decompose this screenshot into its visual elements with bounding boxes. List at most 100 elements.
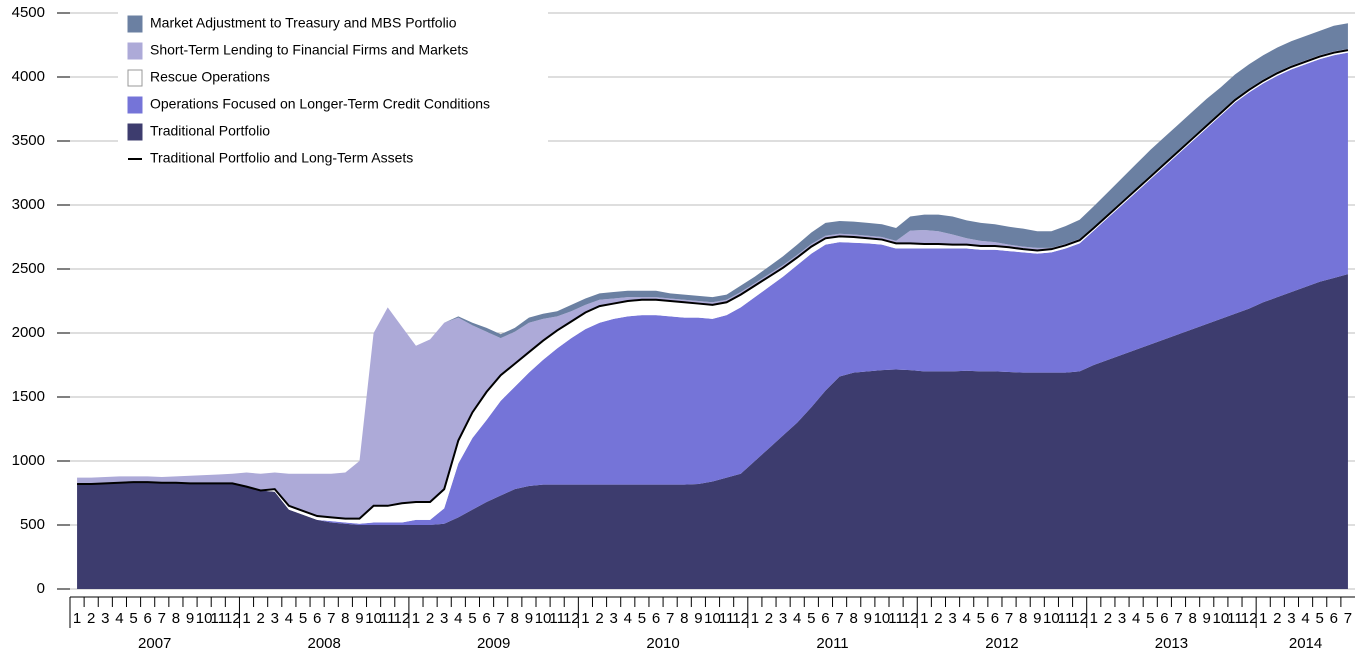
x-tick-label: 6 [482,610,490,627]
x-tick-label: 7 [666,610,674,627]
year-label: 2014 [1289,635,1322,652]
x-tick-label: 11 [719,610,735,627]
x-tick-label: 10 [535,610,552,627]
x-tick-label: 2 [765,610,773,627]
y-tick-label: 2500 [12,260,45,277]
x-tick-label: 12 [732,610,749,627]
x-tick-label: 3 [440,610,448,627]
year-label: 2008 [307,635,340,652]
x-tick-label: 1 [1259,610,1267,627]
legend-label: Rescue Operations [150,69,270,85]
x-tick-label: 5 [1146,610,1154,627]
x-tick-label: 10 [704,610,721,627]
x-tick-label: 6 [652,610,660,627]
x-tick-label: 10 [874,610,891,627]
x-tick-label: 6 [1160,610,1168,627]
x-tick-label: 11 [549,610,565,627]
legend-background [118,12,548,176]
x-tick-label: 1 [412,610,420,627]
x-tick-label: 1 [920,610,928,627]
x-tick-label: 3 [1118,610,1126,627]
legend-swatch [127,15,143,33]
legend: Market Adjustment to Treasury and MBS Po… [118,12,548,176]
x-tick-label: 10 [196,610,213,627]
x-tick-label: 9 [1033,610,1041,627]
x-tick-label: 2 [1273,610,1281,627]
x-tick-label: 4 [1132,610,1140,627]
y-tick-label: 1500 [12,388,45,405]
x-tick-label: 10 [1043,610,1060,627]
x-tick-label: 9 [694,610,702,627]
x-tick-label: 2 [426,610,434,627]
legend-swatch [127,123,143,141]
y-tick-label: 0 [37,580,45,597]
area [77,48,1348,519]
x-tick-label: 4 [115,610,123,627]
x-tick-label: 2 [87,610,95,627]
x-tick-label: 6 [991,610,999,627]
y-tick-label: 4500 [12,4,45,21]
x-tick-label: 2 [1104,610,1112,627]
x-tick-label: 12 [224,610,241,627]
x-tick-label: 8 [172,610,180,627]
x-tick-label: 3 [609,610,617,627]
x-tick-label: 5 [129,610,137,627]
legend-swatch [127,69,143,87]
x-tick-label: 10 [365,610,382,627]
x-tick-label: 3 [1287,610,1295,627]
x-tick-label: 5 [638,610,646,627]
x-tick-label: 3 [779,610,787,627]
x-tick-label: 11 [210,610,226,627]
x-tick-label: 8 [341,610,349,627]
area [77,52,1348,526]
x-tick-label: 1 [1090,610,1098,627]
x-tick-label: 7 [835,610,843,627]
legend-swatch [127,42,143,60]
x-tick-label: 4 [1301,610,1309,627]
x-tick-label: 4 [624,610,632,627]
x-tick-label: 5 [299,610,307,627]
year-label: 2011 [816,635,848,652]
x-tick-label: 6 [1330,610,1338,627]
x-tick-label: 3 [101,610,109,627]
x-tick-label: 6 [313,610,321,627]
y-tick-label: 2000 [12,324,45,341]
y-tick-label: 500 [20,516,45,533]
x-tick-label: 5 [977,610,985,627]
legend-label: Operations Focused on Longer-Term Credit… [150,96,490,112]
x-tick-label: 9 [525,610,533,627]
x-tick-label: 9 [186,610,194,627]
y-tick-label: 1000 [12,452,45,469]
x-tick-label: 12 [563,610,580,627]
x-tick-label: 12 [1241,610,1258,627]
x-tick-label: 1 [73,610,81,627]
x-tick-label: 6 [143,610,151,627]
x-tick-label: 1 [751,610,759,627]
plot-area [77,23,1349,589]
legend-label: Market Adjustment to Treasury and MBS Po… [150,15,457,31]
line [77,49,1349,520]
x-tick-label: 11 [1058,610,1074,627]
x-tick-label: 12 [1071,610,1088,627]
x-tick-label: 5 [468,610,476,627]
x-tick-label: 2 [934,610,942,627]
area [77,274,1348,589]
x-tick-label: 4 [793,610,801,627]
x-tick-label: 11 [380,610,396,627]
year-label: 2013 [1155,635,1188,652]
x-tick-label: 4 [963,610,971,627]
x-tick-label: 4 [454,610,462,627]
x-tick-label: 7 [1174,610,1182,627]
x-tick-label: 3 [271,610,279,627]
legend-swatch [127,96,143,114]
x-tick-label: 5 [1316,610,1324,627]
x-tick-label: 7 [327,610,335,627]
x-tick-label: 9 [1203,610,1211,627]
x-tick-label: 7 [497,610,505,627]
x-tick-label: 8 [850,610,858,627]
legend-label: Traditional Portfolio and Long-Term Asse… [150,150,413,166]
x-tick-label: 8 [1188,610,1196,627]
x-tick-label: 11 [888,610,904,627]
